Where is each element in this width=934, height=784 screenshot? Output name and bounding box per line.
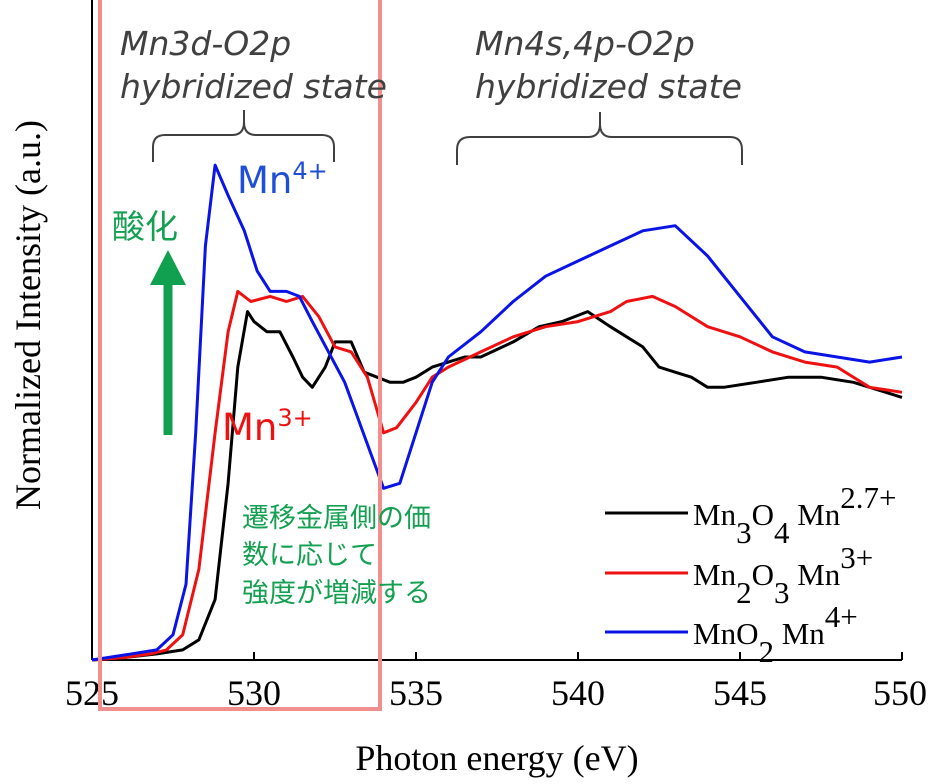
- x-tick-label: 525: [65, 673, 119, 713]
- legend: Mn3O4 Mn2.7+Mn2O3 Mn3+MnO2 Mn4+: [605, 480, 897, 669]
- x-tick-label: 535: [389, 673, 443, 713]
- mn3-label-sup: 3+: [277, 404, 312, 432]
- y-axis-label: Normalized Intensity (a.u.): [8, 120, 48, 510]
- series-line-2: [91, 163, 903, 662]
- series-line-1: [91, 289, 903, 662]
- oxidation-arrow-head: [150, 250, 186, 285]
- bracket-region1: [152, 110, 335, 162]
- oxidation-label: 酸化: [112, 207, 178, 246]
- note-line2: 数に応じて: [242, 540, 377, 571]
- bracket-region2: [456, 112, 743, 165]
- x-tick-label: 550: [873, 673, 927, 713]
- x-tick-group: 525 530 535 540 545 550: [65, 652, 927, 713]
- region1-label-line1: Mn3d-O2p: [120, 24, 291, 63]
- region1-label-line2: hybridized state: [120, 67, 387, 106]
- series-layer: [91, 163, 903, 662]
- mn3-label: Mn3+: [222, 404, 313, 449]
- highlight-box: [98, 0, 382, 711]
- x-tick-label: 540: [551, 673, 605, 713]
- mn4-label-base: Mn: [237, 159, 292, 202]
- region2-label-line1: Mn4s,4p-O2p: [475, 24, 695, 63]
- note-line1: 遷移金属側の価: [242, 503, 431, 534]
- mn3-label-base: Mn: [222, 406, 277, 449]
- mn4-label: Mn4+: [237, 157, 328, 202]
- x-axis-label: Photon energy (eV): [355, 738, 638, 778]
- note-line3: 強度が増減する: [242, 578, 431, 609]
- x-tick-label: 530: [227, 673, 281, 713]
- region2-label-line2: hybridized state: [475, 67, 742, 106]
- x-tick-label: 545: [713, 673, 767, 713]
- series-line-0: [91, 310, 903, 662]
- mn4-label-sup: 4+: [292, 157, 327, 185]
